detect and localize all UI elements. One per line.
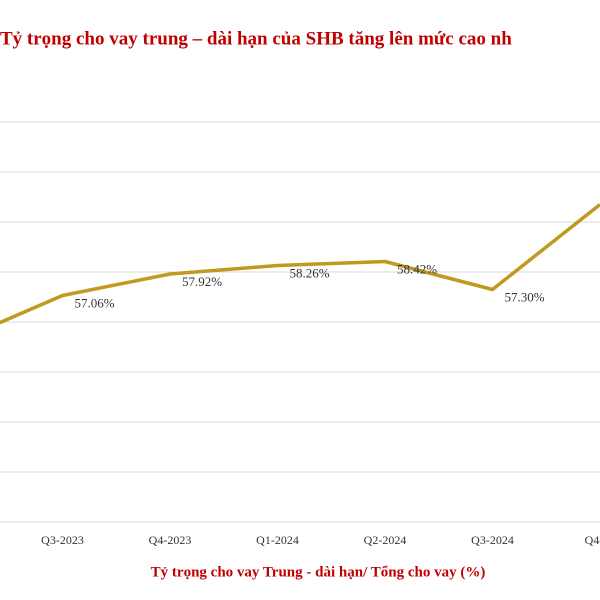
x-tick-label: Q4-20 bbox=[585, 533, 600, 547]
data-label: 57.92% bbox=[182, 274, 222, 289]
x-axis-title: Tỷ trọng cho vay Trung - dài hạn/ Tổng c… bbox=[151, 564, 486, 580]
x-tick-label: Q2-2024 bbox=[364, 533, 407, 547]
data-label: 58.26% bbox=[290, 265, 330, 280]
x-tick-label: Q3-2024 bbox=[471, 533, 514, 547]
x-tick-label: Q1-2024 bbox=[256, 533, 299, 547]
data-label: 57.06% bbox=[75, 295, 115, 310]
chart-title: Tỷ trọng cho vay trung – dài hạn của SHB… bbox=[0, 28, 512, 49]
x-tick-label: Q3-2023 bbox=[41, 533, 84, 547]
x-tick-label: Q4-2023 bbox=[149, 533, 192, 547]
data-label: 58.42% bbox=[397, 261, 437, 276]
series-line bbox=[0, 203, 600, 325]
data-label: 57.30% bbox=[505, 289, 545, 304]
